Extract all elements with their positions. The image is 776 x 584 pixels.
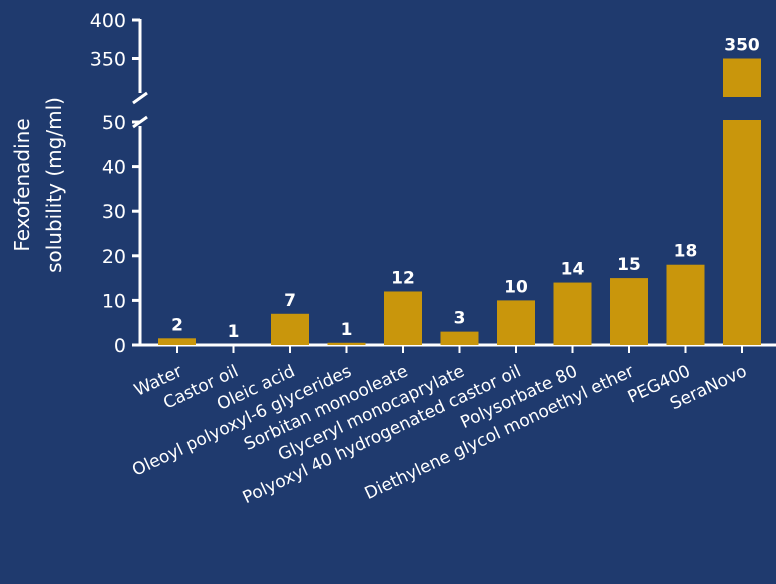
bars: [158, 58, 761, 345]
value-label-3: 1: [341, 320, 353, 340]
y-tick-10-label: 10: [102, 290, 126, 312]
y-tick-20-label: 20: [102, 246, 126, 268]
value-label-0: 2: [171, 315, 183, 335]
bar-7: [553, 282, 592, 345]
y-axis-label: Fexofenadine solubility (mg/ml): [10, 97, 66, 273]
y-tick-400-label: 400: [90, 10, 126, 32]
bar-3: [327, 342, 366, 345]
y-tick-40-label: 40: [102, 157, 126, 179]
bar-10-upper: [723, 58, 761, 97]
y-tick-350-label: 350: [90, 49, 126, 71]
value-label-5: 3: [454, 309, 466, 329]
y-tick-30-label: 30: [102, 201, 126, 223]
value-label-8: 15: [617, 255, 641, 275]
value-labels: 2 1 7 1 12 3 10 14 15 18 350: [171, 36, 760, 343]
y-axis-label-line-1: Fexofenadine: [10, 118, 34, 251]
value-label-10: 350: [724, 36, 760, 56]
bar-6: [497, 300, 535, 345]
bar-2: [271, 313, 309, 345]
bar-5: [440, 331, 479, 345]
y-tick-50-label: 50: [102, 112, 126, 134]
value-label-6: 10: [504, 277, 528, 297]
y-tick-0-label: 0: [114, 335, 126, 357]
value-label-4: 12: [391, 268, 415, 288]
bar-4: [384, 291, 422, 345]
bar-10: [723, 120, 761, 345]
axis-break-mark-upper: [132, 91, 148, 105]
value-label-7: 14: [561, 260, 585, 280]
y-axis-label-line-2: solubility (mg/ml): [42, 97, 66, 273]
bar-0: [158, 338, 196, 345]
value-label-9: 18: [674, 242, 698, 262]
bar-9: [666, 264, 705, 345]
value-label-2: 7: [284, 291, 296, 311]
bar-8: [610, 278, 648, 345]
value-label-1: 1: [228, 322, 240, 342]
